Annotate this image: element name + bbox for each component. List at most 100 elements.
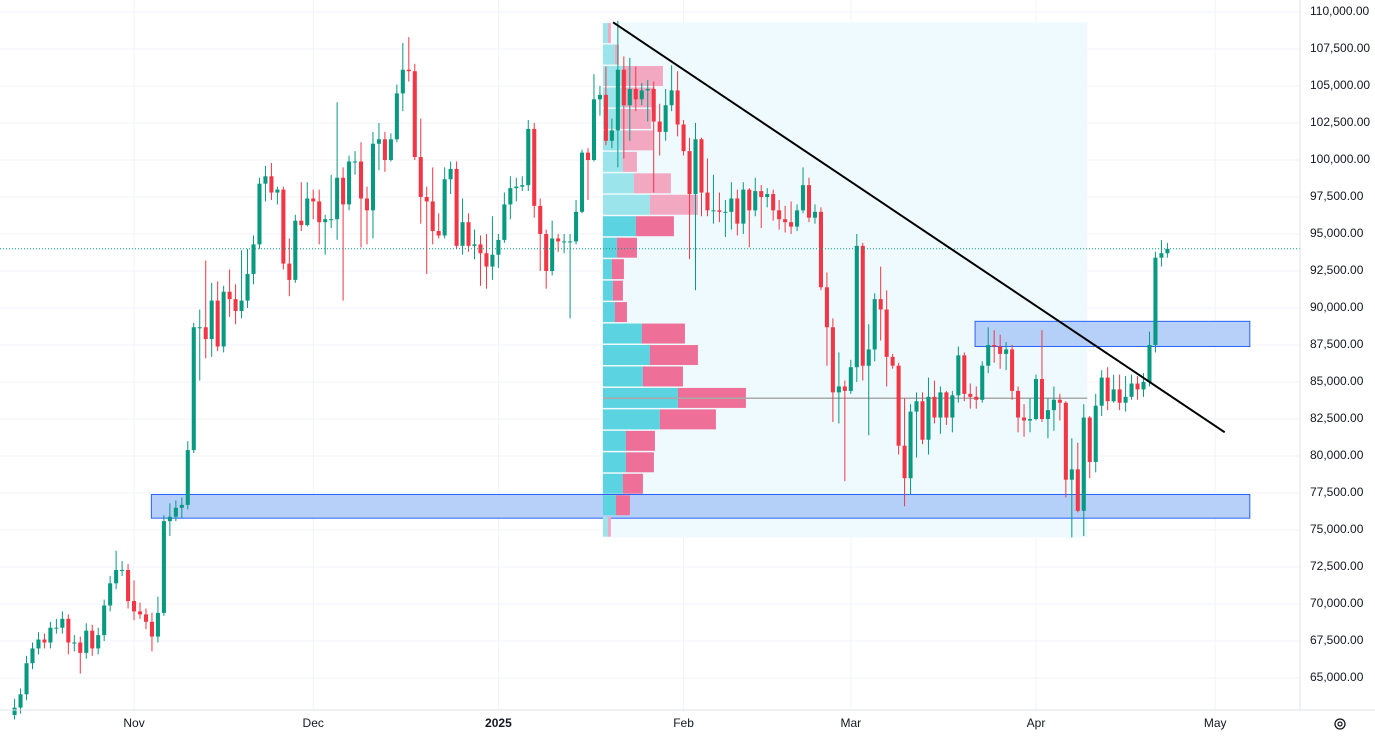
- candle-body: [466, 222, 471, 246]
- candle-body: [329, 219, 334, 221]
- candle-body: [126, 569, 131, 602]
- candle-body: [663, 105, 668, 132]
- profile-down-bar: [611, 259, 624, 280]
- candle-body: [96, 635, 101, 649]
- candle-body: [544, 234, 549, 272]
- candle-body: [508, 188, 513, 205]
- candle-body: [938, 392, 943, 418]
- profile-down-bar: [620, 108, 651, 129]
- candle-body: [424, 197, 429, 202]
- volume-profile: [602, 23, 1088, 537]
- candle-body: [227, 291, 232, 300]
- candle-body: [341, 177, 346, 205]
- candle-body: [1004, 349, 1009, 354]
- candle-body: [830, 327, 835, 393]
- candle-body: [520, 185, 525, 187]
- settings-icon[interactable]: [1334, 718, 1346, 730]
- y-tick-label: 110,000.00: [1310, 4, 1369, 18]
- profile-up-bar: [602, 495, 616, 516]
- candle-body: [149, 621, 154, 637]
- candle-body: [1027, 419, 1033, 421]
- profile-up-bar: [602, 452, 626, 473]
- candle-body: [574, 211, 579, 242]
- candle-body: [364, 198, 370, 211]
- profile-down-bar: [614, 302, 627, 323]
- candle-body: [926, 396, 931, 440]
- x-tick-label: Nov: [123, 716, 144, 730]
- y-tick-label: 105,000.00: [1310, 78, 1370, 92]
- profile-down-bar: [633, 173, 671, 194]
- profile-down-bar: [612, 280, 623, 301]
- x-tick-label: Feb: [673, 716, 694, 730]
- candle-body: [615, 69, 620, 131]
- candle-body: [245, 273, 250, 301]
- candle-body: [1147, 345, 1152, 383]
- y-tick-label: 72,500.00: [1310, 559, 1364, 573]
- zone: [974, 320, 1251, 347]
- y-tick-label: 92,500.00: [1310, 263, 1364, 277]
- candle-body: [532, 128, 537, 206]
- profile-up-bar: [602, 44, 615, 65]
- y-tick-label: 95,000.00: [1310, 226, 1364, 240]
- profile-down-bar: [622, 151, 637, 172]
- profile-up-bar: [602, 366, 643, 387]
- candle-body: [60, 618, 65, 628]
- candle-body: [382, 139, 387, 160]
- candle-body: [185, 450, 190, 505]
- profile-down-bar: [659, 409, 716, 430]
- candle-body: [173, 507, 178, 517]
- candle-body: [765, 194, 770, 198]
- candle-body: [293, 220, 298, 280]
- candle-body: [639, 90, 644, 100]
- candle-body: [1135, 383, 1140, 390]
- candle-body: [1141, 382, 1146, 390]
- candle-body: [54, 627, 59, 629]
- candle-body: [132, 601, 137, 612]
- candle-body: [735, 198, 740, 224]
- candle-body: [1033, 379, 1039, 420]
- candle-body: [66, 618, 71, 643]
- candle-body: [1039, 379, 1044, 420]
- profile-down-bar: [616, 237, 637, 258]
- profile-down-bar: [635, 216, 674, 237]
- x-tick-label: Dec: [303, 716, 324, 730]
- candle-body: [120, 569, 125, 571]
- candle-body: [496, 239, 501, 255]
- candle-body: [860, 245, 865, 366]
- profile-down-bar: [641, 323, 685, 344]
- candle-body: [197, 327, 202, 329]
- candle-body: [490, 254, 495, 267]
- candle-body: [388, 139, 393, 160]
- candle-body: [824, 287, 829, 328]
- candle-body: [317, 201, 322, 223]
- candle-body: [681, 124, 686, 152]
- candle-body: [920, 401, 925, 440]
- zone: [150, 493, 1251, 519]
- candle-body: [585, 152, 591, 160]
- candle-body: [30, 648, 35, 664]
- candle-body: [84, 630, 89, 653]
- candle-body: [562, 241, 567, 243]
- candle-body: [1081, 417, 1086, 511]
- candle-body: [771, 194, 776, 211]
- y-tick-label: 87,500.00: [1310, 337, 1364, 351]
- candles: [12, 20, 1170, 720]
- candle-body: [221, 291, 226, 347]
- candle-body: [621, 69, 626, 106]
- y-tick-label: 107,500.00: [1310, 41, 1370, 55]
- candle-body: [729, 198, 734, 212]
- candle-body: [90, 630, 95, 649]
- candle-body: [842, 386, 847, 391]
- y-tick-label: 80,000.00: [1310, 448, 1364, 462]
- candle-body: [968, 393, 973, 397]
- candle-body: [448, 168, 453, 180]
- profile-up-bar: [602, 516, 608, 537]
- candle-body: [1051, 399, 1056, 411]
- candle-body: [753, 191, 758, 211]
- profile-up-bar: [602, 345, 650, 365]
- candle-body: [699, 139, 704, 193]
- candle-body: [143, 614, 149, 622]
- candle-body: [1087, 417, 1092, 462]
- candle-body: [335, 177, 340, 220]
- candle-body: [1010, 349, 1015, 391]
